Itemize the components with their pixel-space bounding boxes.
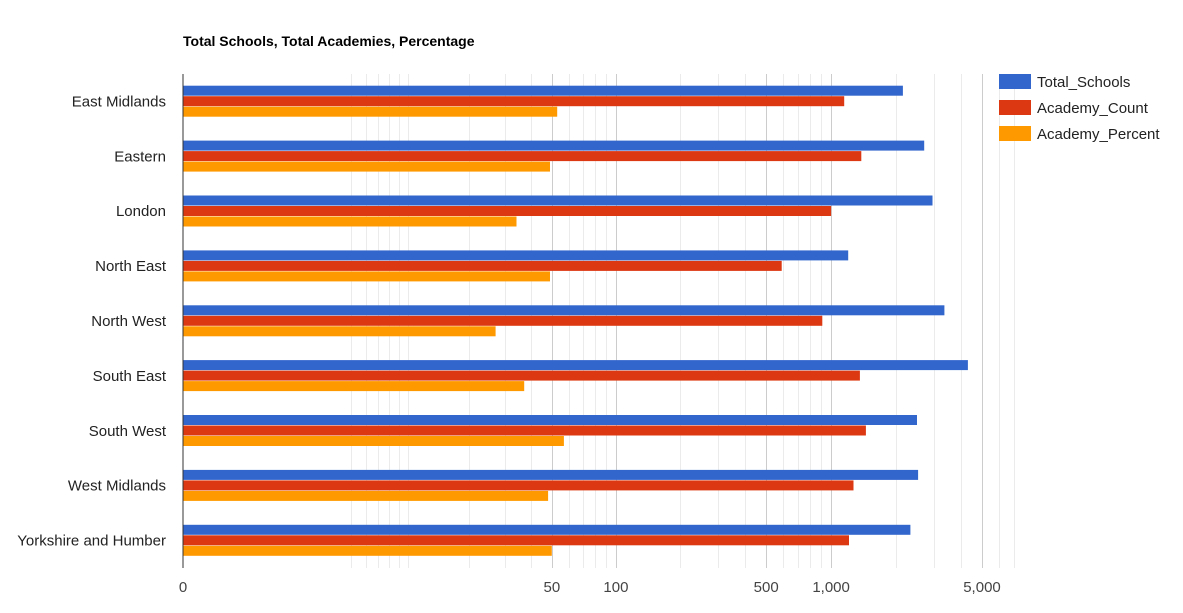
category-label: West Midlands — [68, 478, 166, 495]
bar-total-schools[interactable] — [183, 305, 945, 316]
chart-title: Total Schools, Total Academies, Percenta… — [183, 33, 475, 49]
bar-total-schools[interactable] — [183, 524, 911, 535]
bar-academy-count[interactable] — [183, 535, 849, 546]
x-tick-label: 50 — [543, 579, 560, 596]
bar-academy-count[interactable] — [183, 260, 782, 271]
bar-academy-count[interactable] — [183, 480, 854, 491]
category-label: Yorkshire and Humber — [17, 533, 166, 550]
bar-academy-percent[interactable] — [183, 271, 550, 282]
bar-academy-percent[interactable] — [183, 381, 525, 392]
bar-academy-count[interactable] — [183, 370, 860, 381]
x-tick-label: 5,000 — [963, 579, 1001, 596]
bar-academy-count[interactable] — [183, 425, 866, 436]
bar-academy-percent[interactable] — [183, 106, 558, 117]
category-label: Eastern — [114, 148, 166, 165]
bar-academy-count[interactable] — [183, 96, 845, 107]
bar-total-schools[interactable] — [183, 140, 925, 151]
bar-total-schools[interactable] — [183, 360, 968, 371]
legend-swatch — [999, 100, 1031, 115]
category-label: South East — [93, 368, 167, 385]
bar-academy-count[interactable] — [183, 151, 862, 162]
x-tick-label: 1,000 — [812, 579, 850, 596]
legend-label: Academy_Count — [1037, 100, 1149, 117]
category-label: East Midlands — [72, 93, 166, 110]
bars — [183, 85, 968, 556]
bar-total-schools[interactable] — [183, 250, 849, 261]
legend-item-academy-count[interactable]: Academy_Count — [999, 100, 1149, 117]
bar-academy-percent[interactable] — [183, 490, 549, 501]
bar-total-schools[interactable] — [183, 469, 919, 480]
legend-swatch — [999, 74, 1031, 89]
bar-academy-percent[interactable] — [183, 216, 517, 227]
category-labels: East Midlands Eastern London North East Nort… — [17, 93, 167, 549]
x-tick-label: 500 — [754, 579, 779, 596]
x-tick-label: 100 — [603, 579, 628, 596]
legend-item-academy-percent[interactable]: Academy_Percent — [999, 126, 1160, 143]
bar-academy-percent[interactable] — [183, 436, 564, 446]
legend-label: Total_Schools — [1037, 74, 1130, 91]
legend-item-total-schools[interactable]: Total_Schools — [999, 74, 1130, 91]
category-label: North East — [95, 258, 167, 275]
bar-academy-percent[interactable] — [183, 161, 550, 172]
category-label: London — [116, 203, 166, 220]
bar-academy-count[interactable] — [183, 206, 832, 216]
legend-swatch — [999, 126, 1031, 141]
bar-total-schools[interactable] — [183, 85, 903, 96]
x-tick-label: 0 — [179, 579, 187, 596]
legend[interactable]: Total_Schools Academy_Count Academy_Percen… — [999, 74, 1160, 143]
legend-label: Academy_Percent — [1037, 126, 1160, 143]
bar-academy-count[interactable] — [183, 315, 823, 326]
bar-academy-percent[interactable] — [183, 326, 496, 337]
bar-total-schools[interactable] — [183, 195, 933, 206]
x-tick-labels: 0 50 100 500 1,000 5,000 — [179, 579, 1001, 596]
category-label: South West — [89, 423, 167, 440]
category-label: North West — [91, 313, 167, 330]
bar-total-schools[interactable] — [183, 415, 917, 425]
bar-academy-percent[interactable] — [183, 545, 552, 556]
